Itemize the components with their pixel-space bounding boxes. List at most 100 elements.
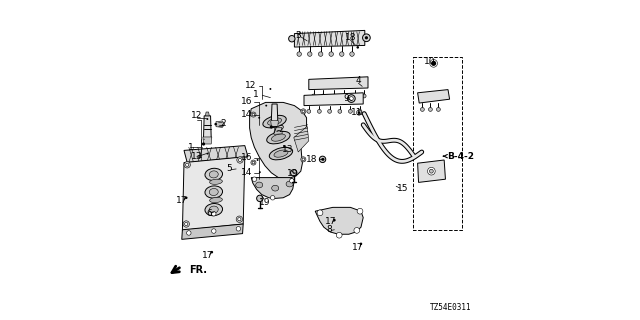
Polygon shape bbox=[294, 126, 309, 152]
Circle shape bbox=[353, 94, 356, 98]
Polygon shape bbox=[216, 121, 225, 127]
Circle shape bbox=[356, 110, 362, 115]
Circle shape bbox=[257, 195, 263, 202]
Circle shape bbox=[307, 52, 312, 56]
Circle shape bbox=[202, 142, 205, 146]
Circle shape bbox=[206, 118, 209, 120]
Circle shape bbox=[429, 169, 433, 173]
Circle shape bbox=[237, 157, 243, 163]
Text: 16: 16 bbox=[241, 153, 252, 162]
Circle shape bbox=[339, 52, 344, 56]
Text: 5: 5 bbox=[226, 164, 232, 173]
Circle shape bbox=[301, 157, 306, 162]
Circle shape bbox=[265, 105, 268, 107]
Circle shape bbox=[206, 153, 209, 155]
Circle shape bbox=[329, 52, 333, 56]
Circle shape bbox=[291, 170, 297, 176]
Circle shape bbox=[312, 94, 316, 98]
Polygon shape bbox=[204, 116, 211, 141]
Circle shape bbox=[338, 109, 342, 113]
Circle shape bbox=[362, 94, 366, 98]
Circle shape bbox=[322, 158, 324, 161]
Circle shape bbox=[283, 146, 285, 148]
Text: 17: 17 bbox=[352, 243, 364, 252]
Polygon shape bbox=[294, 30, 365, 47]
Circle shape bbox=[349, 97, 353, 100]
Circle shape bbox=[211, 212, 216, 216]
Text: 14: 14 bbox=[241, 168, 252, 177]
Circle shape bbox=[342, 94, 346, 98]
Text: 15: 15 bbox=[397, 184, 408, 193]
Circle shape bbox=[186, 163, 189, 166]
Circle shape bbox=[321, 94, 325, 98]
Circle shape bbox=[211, 229, 216, 233]
Text: 12: 12 bbox=[191, 111, 202, 120]
Text: 2: 2 bbox=[278, 125, 284, 134]
Text: 17: 17 bbox=[202, 251, 213, 260]
Circle shape bbox=[211, 251, 213, 253]
Text: 14: 14 bbox=[241, 110, 252, 119]
Ellipse shape bbox=[267, 132, 290, 144]
Circle shape bbox=[431, 61, 436, 66]
Circle shape bbox=[251, 160, 256, 165]
Circle shape bbox=[319, 52, 323, 56]
Text: 1: 1 bbox=[188, 143, 193, 152]
Text: 18: 18 bbox=[306, 155, 317, 164]
Circle shape bbox=[259, 171, 261, 173]
Text: TZ54E0311: TZ54E0311 bbox=[430, 303, 472, 312]
Circle shape bbox=[214, 123, 217, 125]
Text: 17: 17 bbox=[324, 217, 336, 226]
Polygon shape bbox=[315, 207, 364, 234]
Ellipse shape bbox=[210, 197, 222, 203]
Polygon shape bbox=[250, 102, 307, 179]
Polygon shape bbox=[184, 146, 248, 163]
Text: 18: 18 bbox=[345, 33, 356, 42]
Polygon shape bbox=[271, 104, 278, 123]
Text: 7: 7 bbox=[271, 126, 276, 135]
Circle shape bbox=[429, 108, 433, 111]
Text: 19: 19 bbox=[287, 169, 298, 178]
Ellipse shape bbox=[209, 171, 218, 178]
Text: 16: 16 bbox=[241, 97, 252, 106]
Circle shape bbox=[185, 196, 188, 199]
Ellipse shape bbox=[268, 118, 282, 125]
Circle shape bbox=[360, 243, 362, 245]
Circle shape bbox=[187, 231, 191, 235]
Polygon shape bbox=[203, 137, 212, 144]
Circle shape bbox=[420, 108, 424, 111]
Text: 17: 17 bbox=[176, 196, 188, 205]
Circle shape bbox=[337, 232, 342, 238]
Ellipse shape bbox=[210, 179, 222, 184]
Text: B-4-2: B-4-2 bbox=[447, 152, 474, 161]
Circle shape bbox=[184, 162, 191, 168]
Polygon shape bbox=[251, 178, 294, 198]
Circle shape bbox=[307, 109, 311, 113]
Ellipse shape bbox=[272, 185, 279, 191]
Ellipse shape bbox=[286, 181, 293, 187]
Text: 13: 13 bbox=[282, 145, 294, 154]
Circle shape bbox=[321, 158, 324, 161]
Circle shape bbox=[317, 210, 323, 216]
Circle shape bbox=[365, 36, 368, 39]
Ellipse shape bbox=[263, 116, 286, 128]
Circle shape bbox=[328, 109, 332, 113]
Circle shape bbox=[257, 159, 259, 161]
Text: 6: 6 bbox=[207, 209, 212, 218]
Ellipse shape bbox=[274, 150, 288, 157]
Circle shape bbox=[289, 36, 295, 42]
Circle shape bbox=[236, 216, 243, 222]
Circle shape bbox=[270, 196, 275, 200]
Ellipse shape bbox=[255, 182, 262, 188]
Circle shape bbox=[348, 109, 352, 113]
Circle shape bbox=[238, 218, 241, 221]
Polygon shape bbox=[418, 160, 445, 182]
Circle shape bbox=[239, 158, 242, 162]
Ellipse shape bbox=[205, 186, 223, 198]
Circle shape bbox=[252, 113, 255, 116]
Circle shape bbox=[302, 110, 305, 113]
Circle shape bbox=[270, 125, 273, 129]
Circle shape bbox=[317, 109, 321, 113]
Circle shape bbox=[354, 228, 360, 233]
Text: 8: 8 bbox=[326, 225, 332, 234]
Text: 4: 4 bbox=[356, 76, 361, 85]
